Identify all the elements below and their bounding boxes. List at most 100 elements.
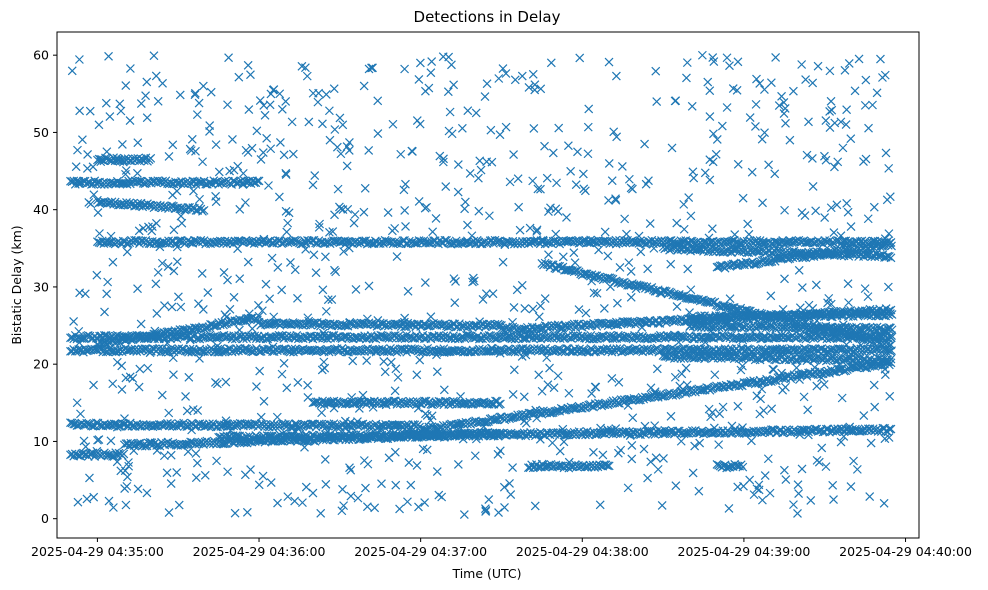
data-point bbox=[279, 358, 289, 368]
data-point bbox=[76, 409, 85, 419]
data-point bbox=[819, 380, 829, 389]
data-point bbox=[756, 320, 766, 330]
data-point bbox=[494, 430, 504, 439]
chart-title: Detections in Delay bbox=[414, 8, 561, 26]
data-point bbox=[841, 340, 851, 350]
data-point bbox=[166, 450, 176, 460]
data-point bbox=[211, 140, 221, 150]
data-point bbox=[69, 317, 79, 326]
data-point bbox=[329, 403, 339, 413]
data-point bbox=[420, 278, 430, 287]
data-point bbox=[884, 357, 894, 367]
data-point bbox=[623, 318, 633, 327]
data-point bbox=[798, 253, 808, 263]
data-point bbox=[446, 239, 456, 249]
data-point bbox=[309, 250, 319, 260]
data-point bbox=[420, 425, 430, 435]
data-point bbox=[187, 425, 197, 435]
data-point bbox=[473, 173, 483, 183]
data-point bbox=[777, 344, 787, 353]
data-point bbox=[201, 323, 211, 333]
data-point bbox=[631, 238, 641, 247]
data-point bbox=[644, 392, 653, 402]
data-point bbox=[238, 168, 248, 178]
data-point bbox=[386, 357, 396, 367]
data-point bbox=[797, 370, 807, 380]
data-point bbox=[604, 57, 614, 67]
data-point bbox=[764, 160, 774, 170]
data-point bbox=[652, 97, 662, 106]
data-point bbox=[853, 324, 863, 334]
data-point bbox=[308, 180, 318, 190]
data-point bbox=[118, 157, 128, 167]
data-point bbox=[583, 332, 593, 341]
data-point bbox=[870, 402, 880, 412]
data-point bbox=[650, 429, 660, 439]
data-point bbox=[640, 139, 650, 149]
data-point bbox=[751, 121, 760, 131]
data-point bbox=[843, 279, 853, 289]
data-point bbox=[124, 458, 133, 467]
data-point bbox=[174, 500, 184, 510]
data-point bbox=[221, 377, 231, 387]
data-point bbox=[199, 205, 209, 215]
data-point bbox=[885, 391, 895, 401]
data-point bbox=[272, 412, 282, 422]
data-point bbox=[318, 119, 327, 129]
data-point bbox=[413, 403, 423, 413]
data-point bbox=[415, 58, 425, 68]
data-point bbox=[87, 421, 96, 431]
data-point bbox=[571, 266, 581, 276]
data-point bbox=[444, 431, 454, 441]
data-point bbox=[121, 81, 131, 91]
data-point bbox=[769, 365, 779, 375]
data-point bbox=[687, 426, 697, 436]
data-point bbox=[826, 353, 836, 363]
data-point bbox=[508, 463, 518, 472]
data-point bbox=[624, 174, 634, 184]
data-point bbox=[607, 347, 617, 357]
data-point bbox=[844, 298, 853, 308]
data-point bbox=[469, 321, 479, 330]
data-point bbox=[508, 413, 518, 422]
data-point bbox=[565, 346, 575, 356]
data-point bbox=[358, 390, 368, 400]
data-point bbox=[731, 261, 741, 270]
data-point bbox=[500, 503, 509, 512]
data-point bbox=[267, 253, 277, 263]
data-point bbox=[169, 370, 178, 380]
data-point bbox=[824, 248, 833, 258]
data-point bbox=[536, 301, 545, 311]
data-point bbox=[344, 138, 354, 147]
data-point bbox=[652, 364, 662, 374]
data-point bbox=[612, 298, 622, 308]
data-point bbox=[122, 247, 132, 257]
data-point bbox=[813, 352, 823, 362]
data-point bbox=[359, 434, 368, 444]
data-point bbox=[551, 229, 561, 239]
data-point bbox=[741, 378, 750, 388]
data-point bbox=[657, 316, 666, 325]
data-point bbox=[852, 343, 862, 353]
data-point bbox=[74, 179, 83, 188]
data-point bbox=[694, 486, 704, 496]
data-point bbox=[494, 74, 504, 83]
data-point bbox=[795, 303, 805, 313]
data-point bbox=[860, 100, 870, 110]
data-point bbox=[869, 202, 879, 212]
data-point bbox=[810, 363, 820, 372]
data-point bbox=[646, 383, 656, 393]
data-point bbox=[252, 176, 262, 186]
data-point bbox=[478, 334, 488, 344]
data-point bbox=[303, 380, 313, 390]
data-point bbox=[164, 151, 174, 161]
data-point bbox=[266, 144, 276, 154]
data-point bbox=[399, 317, 409, 327]
data-point bbox=[667, 143, 677, 153]
data-point bbox=[196, 177, 206, 187]
data-point bbox=[276, 436, 286, 446]
data-point bbox=[181, 439, 191, 449]
data-point bbox=[839, 432, 849, 441]
data-point bbox=[857, 236, 867, 246]
data-point bbox=[555, 323, 565, 333]
